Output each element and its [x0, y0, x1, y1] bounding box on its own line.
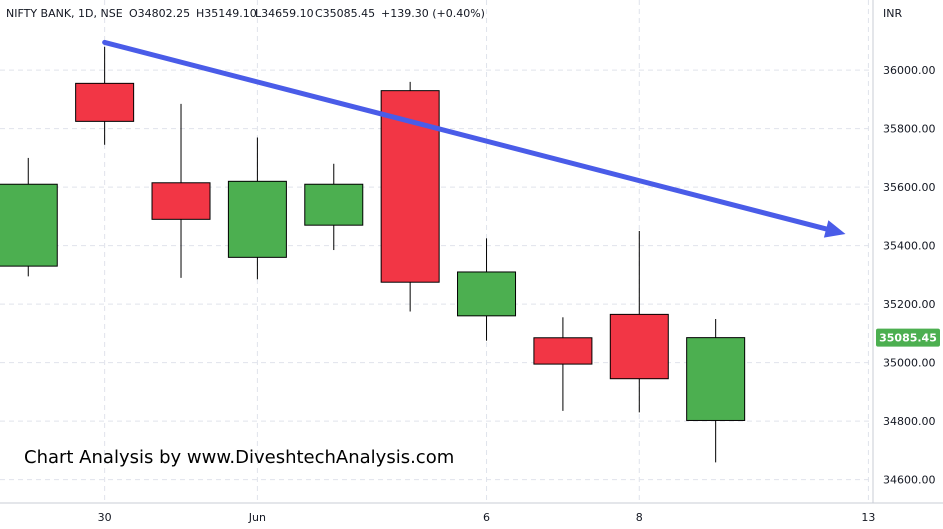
candle-body	[609, 313, 669, 380]
currency-label: INR	[883, 7, 902, 20]
candle	[533, 317, 593, 411]
candle-body	[0, 183, 58, 267]
y-tick-label: 35400.00	[883, 240, 936, 253]
trendline	[102, 39, 829, 232]
y-tick-label: 34600.00	[883, 474, 936, 487]
last-price-tag: 35085.45	[876, 328, 940, 347]
legend-symbol: NIFTY BANK, 1D, NSE	[6, 7, 123, 20]
legend-close: C35085.45	[315, 7, 375, 20]
y-tick-label: 35200.00	[883, 298, 936, 311]
candle	[609, 231, 669, 413]
candle	[227, 137, 287, 280]
legend-high: H35149.10	[196, 7, 257, 20]
last-price-label: 35085.45	[879, 332, 937, 345]
candle-body	[686, 337, 746, 421]
candle-body	[151, 182, 211, 220]
candle	[0, 157, 58, 277]
candle-body	[533, 337, 593, 365]
candle	[151, 103, 211, 278]
last-price-background	[876, 328, 940, 347]
time-axis[interactable]: 30 Jun 6 8 13	[98, 511, 876, 524]
y-tick-label: 36000.00	[883, 64, 936, 77]
legend-low: L34659.10	[255, 7, 314, 20]
trendline-arrowhead	[823, 220, 846, 238]
candle	[457, 238, 517, 341]
x-tick-label: 6	[483, 511, 490, 524]
y-tick-label: 35800.00	[883, 123, 936, 136]
candle-body	[75, 82, 135, 122]
candles	[0, 46, 746, 463]
price-axis[interactable]: 34600.00 34800.00 35000.00 35200.00 35400.00…	[883, 64, 936, 486]
candle-body	[304, 183, 364, 226]
x-tick-label: 13	[861, 511, 875, 524]
y-tick-label: 35000.00	[883, 357, 936, 370]
candle	[304, 163, 364, 251]
candle	[75, 46, 135, 145]
x-tick-label: 30	[98, 511, 112, 524]
candle	[686, 319, 746, 463]
x-tick-label: 8	[636, 511, 643, 524]
y-tick-label: 34800.00	[883, 415, 936, 428]
legend-open: O34802.25	[129, 7, 190, 20]
y-tick-label: 35600.00	[883, 181, 936, 194]
watermark-text: Chart Analysis by www.DiveshtechAnalysis…	[24, 447, 454, 468]
x-tick-label: Jun	[248, 511, 266, 524]
candle-body	[227, 180, 287, 258]
trendline-layer	[102, 39, 846, 238]
candle-body	[457, 271, 517, 317]
legend-change: +139.30 (+0.40%)	[381, 7, 485, 20]
